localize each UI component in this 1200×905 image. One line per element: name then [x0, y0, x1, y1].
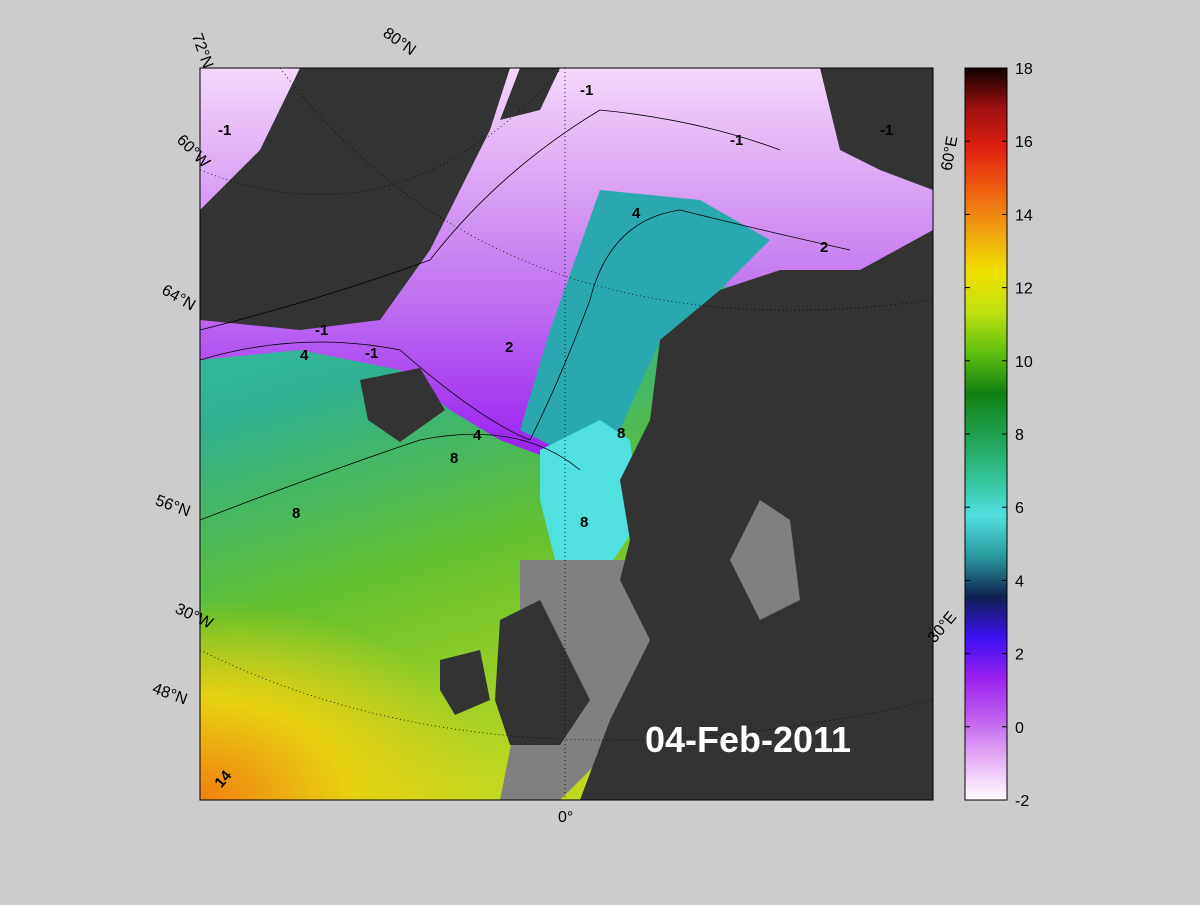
colorbar-tick-label: 6: [1015, 500, 1024, 517]
map-frame: [199, 67, 934, 801]
colorbar-tick-label: 18: [1015, 61, 1033, 78]
contour-label: -1: [730, 132, 743, 149]
grid-label: 64°N: [159, 282, 198, 315]
contour-label: -1: [365, 345, 378, 362]
colorbar-tick-label: 12: [1015, 281, 1033, 298]
contour-label: 8: [617, 425, 625, 442]
contour-line: [200, 209, 851, 441]
map: -1 -1 -1 -1 -1 -1 4 4 2 2 4 8 8 8 8 14 0…: [200, 68, 933, 800]
grid-label: 48°N: [150, 680, 189, 708]
colorbar-tick-label: 8: [1015, 427, 1024, 444]
colorbar-tick-label: -2: [1015, 793, 1029, 810]
novaya-zemlya: [820, 68, 933, 190]
contour-label: -1: [218, 122, 231, 139]
colorbar-tick-label: 2: [1015, 647, 1024, 664]
contour-label: 8: [580, 514, 588, 531]
colorbar: [964, 67, 1008, 801]
colorbar-tick-label: 16: [1015, 134, 1033, 151]
baltic: [730, 500, 800, 620]
colorbar-tick-label: 10: [1015, 354, 1033, 371]
contour-label: 8: [450, 450, 458, 467]
great-britain: [495, 600, 590, 745]
grid-label: 72°N: [188, 31, 216, 70]
contour-label: 4: [300, 347, 309, 364]
greenland: [200, 68, 510, 330]
contour-line: [200, 109, 781, 331]
norwegian-sea: [520, 190, 770, 450]
colorbar-tick-label: 4: [1015, 573, 1024, 590]
contour-label: -1: [880, 122, 893, 139]
contour-line: [200, 433, 581, 521]
contour-label: -1: [580, 82, 593, 99]
contour-label: 4: [632, 205, 641, 222]
grid-label: 0°: [558, 809, 573, 826]
date-label: 04-Feb-2011: [645, 719, 851, 760]
land: [500, 68, 560, 120]
contour-label: -1: [315, 322, 328, 339]
iceland: [360, 368, 445, 442]
grid-label: 56°N: [153, 492, 192, 520]
contour-label: 8: [292, 505, 300, 522]
grid-label: 60°E: [939, 135, 962, 172]
contour-label: 2: [820, 239, 828, 256]
colorbar-tick-label: 14: [1015, 207, 1033, 224]
colorbar-tick-label: 0: [1015, 720, 1024, 737]
grid-label: 80°N: [380, 25, 419, 59]
ireland: [440, 650, 490, 715]
contour-label: 2: [505, 339, 513, 356]
contour-label: 4: [473, 427, 482, 444]
